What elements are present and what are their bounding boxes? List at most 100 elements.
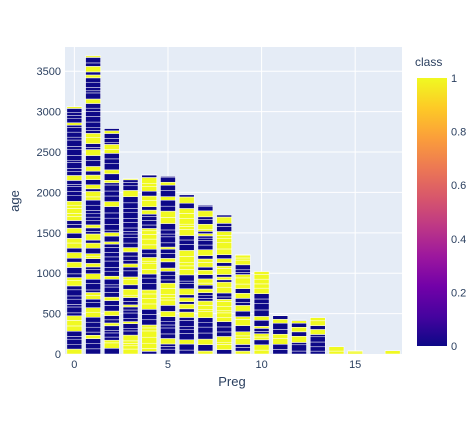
bar-segment xyxy=(141,238,157,246)
bar-segment xyxy=(66,136,83,141)
bar-segment xyxy=(85,231,101,235)
bar-segment xyxy=(122,242,139,248)
bar-segment xyxy=(104,325,120,331)
bar-segment xyxy=(66,216,83,221)
bar-segment xyxy=(85,116,101,123)
bar-segment xyxy=(66,127,83,133)
bar-segment xyxy=(85,147,101,150)
bar-segment xyxy=(253,339,270,346)
bar-segment xyxy=(104,190,120,197)
bar-segment xyxy=(272,338,289,345)
bar-segment xyxy=(66,201,83,206)
bar-segment xyxy=(122,227,139,232)
bar-segment xyxy=(272,319,289,324)
bar-segment xyxy=(178,343,195,351)
bar-segment xyxy=(141,234,157,240)
y-tick-label: 2500 xyxy=(37,147,61,159)
bar-segment xyxy=(216,281,232,288)
bar-segment xyxy=(216,279,232,283)
bar-segment xyxy=(66,191,83,196)
bar-segment xyxy=(310,350,326,355)
bar-segment xyxy=(178,349,195,355)
bar-segment xyxy=(85,216,101,221)
bar-segment xyxy=(85,227,101,232)
bar-segment xyxy=(85,295,101,300)
bar-segment xyxy=(104,153,120,160)
x-tick-label: 5 xyxy=(165,359,171,371)
bar-segment xyxy=(141,273,157,279)
bar-segment xyxy=(197,298,214,302)
bar-segment xyxy=(66,277,83,281)
bar-segment xyxy=(160,242,176,248)
bar-segment xyxy=(85,199,101,206)
bar-segment xyxy=(235,293,251,299)
bar-segment xyxy=(235,305,251,312)
bar-segment xyxy=(178,235,195,241)
bar-segment xyxy=(104,348,120,355)
bar-segment xyxy=(66,227,83,234)
y-tick-label: 1000 xyxy=(37,268,61,280)
bar-segment xyxy=(104,260,120,268)
bar-segment xyxy=(122,334,139,342)
bar-segment xyxy=(253,349,270,355)
bar-segment xyxy=(291,322,307,328)
bar xyxy=(328,346,345,355)
bar-segment xyxy=(178,301,195,305)
bar-segment xyxy=(104,252,120,258)
bar-segment xyxy=(104,330,120,334)
bar-segment xyxy=(104,284,120,288)
bar-segment xyxy=(104,235,120,243)
bar-segment xyxy=(178,308,195,313)
bar-segment xyxy=(85,57,101,64)
bar-segment xyxy=(160,199,176,207)
bar-segment xyxy=(160,261,176,269)
bar-segment xyxy=(310,336,326,343)
x-tick-label: 15 xyxy=(349,359,361,371)
bar-segment xyxy=(216,274,232,278)
bar-segment xyxy=(85,71,101,76)
bar-segment xyxy=(272,329,289,335)
bar-segment xyxy=(253,316,270,321)
y-tick-label: 3000 xyxy=(37,107,61,119)
bar-segment xyxy=(216,341,232,345)
bar-segment xyxy=(160,321,176,326)
colorbar-tick-label: 1 xyxy=(451,73,457,85)
bar-segment xyxy=(253,303,270,311)
bar-segment xyxy=(85,155,101,161)
bar-segment xyxy=(197,223,214,230)
bar-segment xyxy=(85,317,101,323)
bar-segment xyxy=(85,136,101,144)
bar-segment xyxy=(66,115,83,119)
bar-segment xyxy=(178,326,195,330)
bar-segment xyxy=(178,294,195,299)
bar-segment xyxy=(141,253,157,258)
bar-segment xyxy=(272,315,289,320)
bar-segment xyxy=(66,213,83,217)
x-tick-label: 10 xyxy=(255,359,267,371)
bar-segment xyxy=(178,269,195,276)
bar-segment xyxy=(197,237,214,241)
bar-segment xyxy=(66,233,83,239)
bar-segment xyxy=(216,262,232,267)
bar-segment xyxy=(85,149,101,156)
bar-segment xyxy=(253,278,270,285)
bar-segment xyxy=(104,149,120,154)
bar-segment xyxy=(122,328,139,332)
bar-segment xyxy=(104,286,120,293)
bar-segment xyxy=(85,111,101,117)
bar-segment xyxy=(104,212,120,219)
bar-segment xyxy=(235,274,251,279)
bar-segment xyxy=(216,231,232,236)
bar-segment xyxy=(85,343,101,350)
bar-segment xyxy=(160,236,176,244)
bar-segment xyxy=(216,286,232,294)
bar-segment xyxy=(384,350,401,355)
bar-segment xyxy=(197,244,214,250)
bar-segment xyxy=(104,292,120,298)
bar-segment xyxy=(104,279,120,286)
bar-segment xyxy=(160,217,176,224)
bar-segment xyxy=(85,279,101,284)
bar-segment xyxy=(160,274,176,281)
bar-segment xyxy=(216,292,232,298)
bar-segment xyxy=(141,209,157,215)
